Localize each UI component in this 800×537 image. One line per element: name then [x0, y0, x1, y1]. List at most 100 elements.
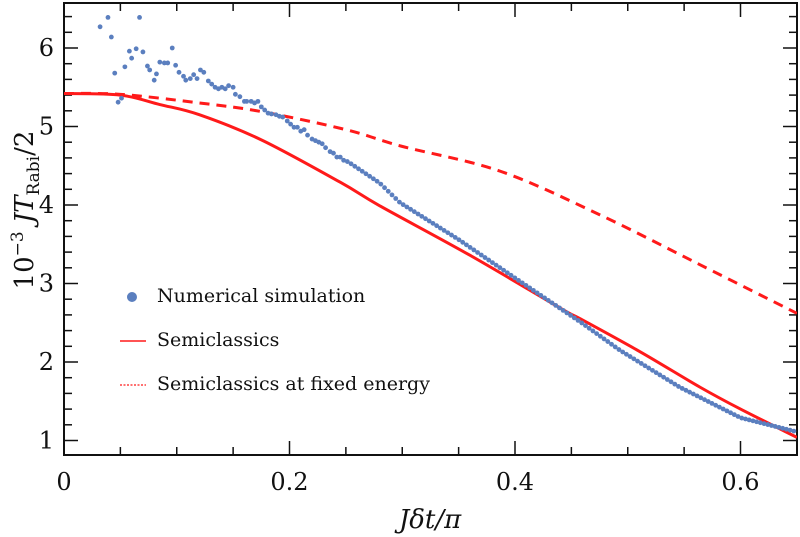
data-point	[694, 393, 700, 399]
data-point	[646, 365, 652, 371]
data-point	[557, 305, 562, 311]
data-point	[601, 336, 607, 342]
legend-label-fixed-energy: Semiclassics at fixed energy	[157, 373, 430, 395]
data-point	[612, 344, 618, 350]
data-point	[594, 331, 600, 336]
data-point	[356, 166, 361, 172]
data-point	[334, 154, 340, 160]
data-point	[478, 252, 484, 258]
data-point	[201, 69, 207, 75]
y-label-suffix: /2	[10, 131, 40, 156]
data-point	[728, 410, 733, 416]
data-point	[757, 420, 763, 426]
data-point	[538, 292, 544, 298]
data-point	[331, 150, 336, 156]
data-point	[419, 213, 425, 219]
data-point	[549, 300, 555, 306]
semiclassics-curve	[64, 92, 797, 439]
data-point	[508, 272, 514, 278]
data-point	[262, 107, 268, 113]
y-label-prefix: 10	[10, 256, 40, 289]
numerical-simulation-points	[97, 14, 797, 434]
data-point	[157, 59, 163, 65]
data-point	[105, 14, 111, 20]
data-point	[137, 14, 142, 20]
data-point	[653, 370, 659, 376]
data-point	[467, 244, 473, 250]
data-point	[198, 67, 203, 73]
data-point	[597, 333, 603, 339]
data-point	[568, 312, 573, 318]
y-label-sub: Rabi	[24, 155, 44, 195]
data-point	[724, 408, 730, 414]
data-point	[679, 386, 685, 391]
plot-area	[64, 14, 797, 439]
data-point	[787, 427, 793, 433]
y-tick-label: 5	[39, 113, 54, 141]
data-point	[464, 242, 469, 248]
data-point	[553, 302, 559, 308]
data-point	[698, 395, 704, 401]
legend-label-semiclassics: Semiclassics	[157, 329, 279, 351]
data-point	[341, 157, 347, 163]
data-point	[475, 250, 480, 255]
data-point	[305, 132, 310, 138]
data-point	[586, 325, 592, 331]
data-point	[772, 424, 778, 429]
data-point	[482, 255, 488, 260]
data-point	[291, 124, 297, 130]
data-point	[112, 70, 118, 76]
data-point	[397, 199, 402, 205]
data-point	[269, 111, 274, 117]
data-point	[255, 98, 261, 104]
data-point	[323, 145, 328, 151]
data-point	[161, 60, 167, 66]
data-point	[527, 285, 533, 291]
data-point	[226, 83, 232, 89]
data-point	[754, 419, 760, 425]
data-point	[545, 297, 551, 303]
data-point	[411, 209, 417, 215]
data-point	[122, 64, 128, 70]
data-point	[449, 232, 454, 238]
data-point	[713, 402, 719, 408]
data-point	[672, 381, 678, 387]
data-point	[230, 84, 236, 90]
data-point	[415, 211, 421, 217]
data-point	[147, 67, 153, 73]
data-point	[635, 358, 640, 364]
data-point	[501, 267, 507, 273]
data-point	[534, 290, 540, 296]
data-point	[244, 98, 250, 104]
data-point	[301, 127, 307, 133]
data-point	[609, 341, 614, 347]
data-point	[668, 379, 674, 385]
data-point	[590, 328, 596, 334]
data-point	[232, 91, 238, 97]
data-point	[280, 114, 286, 120]
data-point	[456, 237, 462, 243]
data-point	[294, 124, 300, 130]
data-point	[176, 69, 182, 75]
data-point	[97, 24, 103, 30]
data-point	[434, 223, 440, 229]
data-point	[460, 239, 466, 245]
data-point	[288, 121, 294, 127]
data-point	[337, 154, 343, 160]
x-tick-label: 0.4	[496, 468, 534, 496]
data-point	[583, 323, 588, 328]
data-point	[151, 77, 157, 83]
legend: Numerical simulation Semiclassics Semicl…	[120, 285, 430, 395]
data-point	[133, 46, 139, 52]
data-point	[687, 389, 693, 395]
data-point	[616, 347, 622, 352]
data-point	[165, 60, 171, 66]
data-point	[664, 377, 670, 382]
data-point	[437, 225, 443, 231]
data-point	[791, 428, 797, 434]
data-point	[400, 202, 406, 208]
data-point	[620, 349, 626, 355]
y-axis-label: 10−3 JTRabi/2	[8, 131, 44, 290]
data-point	[776, 424, 782, 430]
data-point	[209, 81, 215, 87]
